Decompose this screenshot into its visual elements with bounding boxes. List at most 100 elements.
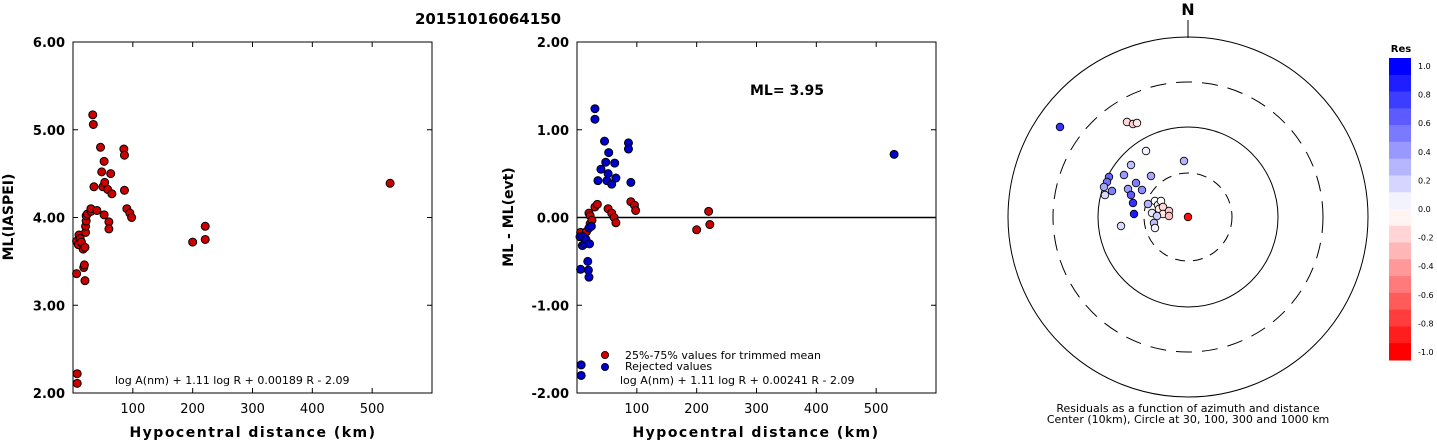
residual-x-tick-label: 100 [624, 402, 649, 417]
colorbar-tick-label: 0.4 [1418, 148, 1431, 157]
colorbar-segment [1389, 242, 1411, 260]
ml-points [72, 110, 395, 388]
ml-data-point [89, 182, 99, 192]
colorbar-segment [1389, 74, 1411, 93]
ml-data-point [200, 234, 210, 244]
ml-data-point [96, 142, 106, 152]
residual-data-point [590, 104, 600, 114]
colorbar-ticks: 1.0 0.8 0.6 0.4 0.2 0.0 -0.2 -0.4 -0.6 -0.8 -1.0 [1418, 62, 1434, 357]
residual-y-tick-label: 2.00 [537, 36, 569, 51]
ml-data-point [72, 269, 82, 279]
ml-x-tick-label: 300 [240, 402, 265, 417]
residual-x-tick-label: 300 [744, 402, 769, 417]
residual-data-point [626, 177, 636, 187]
legend-marker-trimmed [601, 350, 610, 359]
colorbar-title: Res [1391, 44, 1411, 55]
colorbar-tick-label: -0.4 [1418, 262, 1434, 271]
ml-data-point [97, 167, 107, 177]
colorbar-tick-label: 0.2 [1418, 176, 1431, 185]
circle-1000km [1007, 36, 1369, 398]
azimuth-residual-map: N Residuals as a function of azimuth and… [1007, 0, 1434, 426]
station-marker [1099, 182, 1109, 192]
residual-data-point [586, 221, 596, 231]
ml-data-point [92, 205, 102, 215]
colorbar-segment [1389, 108, 1411, 126]
residual-data-point [623, 144, 633, 154]
station-marker [1141, 146, 1151, 156]
ml-data-point [188, 237, 198, 247]
colorbar-tick-label: -1.0 [1418, 348, 1434, 357]
colorbar-tick-label: -0.6 [1418, 291, 1434, 300]
ml-distance-chart: 2.00 3.00 4.00 5.00 6.00 100 200 300 400 500 log… [1, 36, 433, 441]
ml-x-tick-label: 200 [180, 402, 205, 417]
map-caption-line2: Center (10km), Circle at 30, 100, 300 an… [1047, 413, 1329, 426]
ml-data-point [80, 276, 90, 286]
residual-formula: log A(nm) + 1.11 log R + 0.00241 R - 2.0… [620, 374, 854, 387]
ml-x-axis-label: Hypocentral distance (km) [129, 425, 376, 441]
station-marker [1128, 198, 1138, 208]
ml-y-tick-label: 4.00 [33, 212, 65, 227]
station-marker [1107, 186, 1117, 196]
residual-data-point [576, 370, 586, 380]
residual-x-tick-label: 500 [864, 402, 889, 417]
station-marker [1126, 190, 1136, 200]
station-marker [1152, 211, 1162, 221]
station-marker [1129, 209, 1139, 219]
figure-title: 20151016064150 [415, 10, 561, 28]
colorbar-tick-label: 0.8 [1418, 91, 1431, 100]
station-marker [1132, 118, 1142, 128]
ml-value-annotation: ML= 3.95 [750, 83, 824, 99]
residual-y-tick-label: 1.00 [537, 124, 569, 139]
residual-x-ticks: 100 200 300 400 500 [624, 42, 889, 417]
station-marker [1100, 190, 1110, 200]
ml-data-point [119, 150, 129, 160]
colorbar-tick-label: 1.0 [1418, 62, 1431, 71]
map-caption-line1: Residuals as a function of azimuth and d… [1056, 402, 1319, 415]
ml-data-point [107, 189, 117, 199]
residual-points [575, 104, 899, 380]
colorbar-segment [1389, 125, 1411, 143]
ml-y-tick-label: 5.00 [33, 124, 65, 139]
station-marker [1119, 170, 1129, 180]
residual-data-point [889, 149, 899, 159]
residual-data-point [584, 272, 594, 282]
colorbar-segment [1389, 259, 1411, 277]
ml-data-point [106, 169, 116, 179]
colorbar-segment [1389, 192, 1411, 210]
circle-300km [1052, 81, 1324, 353]
colorbar-segment [1389, 158, 1411, 176]
residual-y-ticks: -2.00 -1.00 0.00 1.00 2.00 [532, 36, 936, 402]
ml-data-point [99, 156, 109, 166]
station-marker [1164, 211, 1174, 221]
legend-label-rejected: Rejected values [625, 360, 712, 373]
ml-x-tick-label: 400 [300, 402, 325, 417]
ml-data-point [127, 213, 137, 222]
residual-data-point [576, 264, 586, 274]
residual-data-point [596, 164, 606, 174]
colorbar-segment [1389, 292, 1411, 311]
ml-y-tick-label: 6.00 [33, 36, 65, 51]
colorbar-tick-label: 0.6 [1418, 119, 1431, 128]
residual-data-point [705, 220, 715, 230]
ml-data-point [119, 185, 129, 195]
circle-100km [1097, 126, 1279, 308]
residual-y-tick-label: 0.00 [537, 212, 569, 227]
ml-data-point [104, 224, 114, 234]
map-stations [1055, 117, 1193, 233]
residual-data-point [576, 360, 586, 370]
residual-data-point [611, 173, 621, 183]
colorbar-tick-label: -0.8 [1418, 319, 1434, 328]
station-marker [1137, 185, 1147, 195]
residual-data-point [607, 179, 617, 189]
ml-formula: log A(nm) + 1.11 log R + 0.00189 R - 2.0… [115, 374, 349, 387]
ml-y-axis-label: ML(IASPEI) [1, 174, 17, 261]
residual-x-axis-label: Hypocentral distance (km) [632, 425, 879, 441]
station-marker [1055, 122, 1065, 132]
station-marker [1143, 199, 1153, 209]
ml-y-ticks: 2.00 3.00 4.00 5.00 6.00 [33, 36, 432, 402]
residual-data-point [692, 225, 702, 235]
legend-label-trimmed: 25%-75% values for trimmed mean [625, 349, 821, 362]
ml-x-tick-label: 500 [360, 402, 385, 417]
station-marker [1150, 223, 1160, 233]
station-marker [1179, 156, 1189, 166]
